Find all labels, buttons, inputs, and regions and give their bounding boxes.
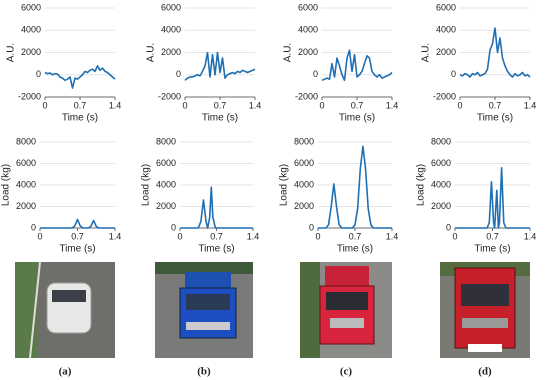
- y-tick-label: 8000: [156, 136, 176, 146]
- y-tick-label: 0: [313, 69, 318, 79]
- y-tick-label: 6000: [161, 2, 181, 12]
- y-axis-label: A.U.: [146, 43, 157, 62]
- y-tick-label: 2000: [431, 201, 451, 211]
- y-tick-label: 6000: [16, 158, 36, 168]
- x-tick-label: 1.4: [386, 231, 399, 241]
- y-tick-label: 2000: [294, 201, 314, 211]
- x-tick-label: 0.7: [489, 100, 502, 110]
- x-axis-label: Time (s): [202, 113, 238, 124]
- y-tick-label: 8000: [431, 136, 451, 146]
- y-tick-label: 6000: [298, 2, 318, 12]
- y-tick-label: 4000: [436, 25, 456, 35]
- x-tick-label: 0: [37, 231, 42, 241]
- panel-label: (b): [197, 366, 211, 378]
- x-tick-label: 1.4: [109, 231, 122, 241]
- x-tick-label: 0: [315, 231, 320, 241]
- data-line: [318, 145, 392, 229]
- panel-label: (d): [478, 366, 492, 378]
- data-line: [180, 186, 253, 229]
- x-tick-label: 1.4: [249, 100, 262, 110]
- y-tick-label: 2000: [298, 47, 318, 57]
- x-axis-label: Time (s): [477, 113, 513, 124]
- y-tick-label: 4000: [21, 25, 41, 35]
- data-line: [321, 49, 393, 82]
- data-line: [455, 167, 530, 229]
- y-axis-label: Load (kg): [141, 164, 152, 206]
- x-tick-label: 1.4: [109, 100, 122, 110]
- photo-c: [300, 262, 392, 358]
- y-tick-label: -2000: [433, 91, 456, 101]
- y-tick-label: 4000: [294, 179, 314, 189]
- y-tick-label: -2000: [158, 91, 181, 101]
- y-tick-label: 2000: [156, 201, 176, 211]
- y-tick-label: 0: [171, 222, 176, 232]
- x-tick-label: 0: [319, 100, 324, 110]
- x-tick-label: 1.4: [524, 100, 537, 110]
- y-tick-label: 0: [36, 69, 41, 79]
- y-axis-label: Load (kg): [416, 164, 427, 206]
- y-tick-label: 0: [31, 222, 36, 232]
- y-tick-label: 4000: [156, 179, 176, 189]
- x-axis-label: Time (s): [474, 244, 510, 255]
- y-tick-label: 0: [451, 69, 456, 79]
- y-tick-label: 4000: [161, 25, 181, 35]
- y-tick-label: 2000: [436, 47, 456, 57]
- y-tick-label: 0: [176, 69, 181, 79]
- x-tick-label: 0.7: [486, 231, 499, 241]
- x-tick-label: 1.4: [386, 100, 399, 110]
- x-axis-label: Time (s): [339, 113, 375, 124]
- y-tick-label: 0: [446, 222, 451, 232]
- y-tick-label: 4000: [298, 25, 318, 35]
- y-tick-label: 8000: [16, 136, 36, 146]
- x-axis-label: Time (s): [62, 113, 98, 124]
- x-axis-label: Time (s): [337, 244, 373, 255]
- data-line: [44, 65, 116, 89]
- y-tick-label: 6000: [156, 158, 176, 168]
- data-line: [40, 218, 115, 229]
- x-tick-label: 0: [182, 100, 187, 110]
- x-tick-label: 0: [452, 231, 457, 241]
- panel-label: (a): [59, 366, 72, 378]
- x-axis-label: Time (s): [59, 244, 95, 255]
- y-tick-label: 6000: [431, 158, 451, 168]
- x-tick-label: 0: [42, 100, 47, 110]
- data-line: [184, 51, 256, 81]
- y-axis-label: A.U.: [6, 43, 17, 62]
- y-tick-label: -2000: [18, 91, 41, 101]
- y-axis-label: Load (kg): [1, 164, 12, 206]
- y-axis-label: Load (kg): [279, 164, 290, 206]
- y-tick-label: 2000: [161, 47, 181, 57]
- y-tick-label: 0: [309, 222, 314, 232]
- y-tick-label: 6000: [21, 2, 41, 12]
- y-tick-label: 6000: [436, 2, 456, 12]
- y-tick-label: 8000: [294, 136, 314, 146]
- y-tick-label: 2000: [16, 201, 36, 211]
- panel-label: (c): [340, 366, 353, 378]
- y-tick-label: 2000: [21, 47, 41, 57]
- y-tick-label: 6000: [294, 158, 314, 168]
- x-tick-label: 0.7: [214, 100, 227, 110]
- x-tick-label: 1.4: [524, 231, 537, 241]
- y-axis-label: A.U.: [421, 43, 432, 62]
- x-tick-label: 0.7: [210, 231, 223, 241]
- photo-a: [15, 261, 115, 359]
- x-tick-label: 0: [457, 100, 462, 110]
- x-tick-label: 0: [177, 231, 182, 241]
- photo-d: [440, 262, 530, 358]
- x-tick-label: 0.7: [351, 100, 364, 110]
- y-tick-label: 4000: [431, 179, 451, 189]
- data-line: [459, 27, 531, 78]
- x-tick-label: 0.7: [71, 231, 84, 241]
- y-tick-label: 4000: [16, 179, 36, 189]
- x-axis-label: Time (s): [198, 244, 234, 255]
- y-tick-label: -2000: [295, 91, 318, 101]
- y-axis-label: A.U.: [283, 43, 294, 62]
- photo-b: [155, 262, 253, 358]
- x-tick-label: 0.7: [349, 231, 362, 241]
- x-tick-label: 0.7: [74, 100, 87, 110]
- x-tick-label: 1.4: [247, 231, 260, 241]
